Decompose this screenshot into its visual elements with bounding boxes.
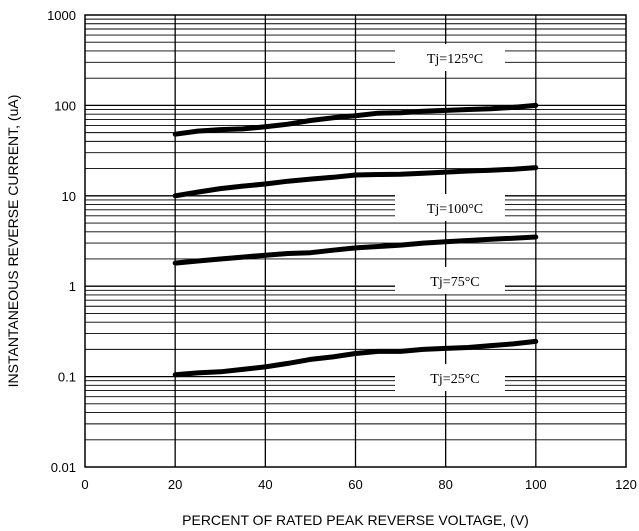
y-tick-label: 100 [54, 98, 76, 113]
x-tick-labels: 0 20 40 60 80 100 120 [81, 477, 636, 492]
series-line [172, 234, 539, 266]
series-label-box [395, 267, 505, 294]
series-label: Tj=25°C [430, 372, 479, 387]
grid [85, 15, 626, 467]
series-line [172, 338, 539, 378]
y-tick-label: 1000 [47, 8, 76, 23]
series-lines [172, 102, 539, 378]
x-tick-label: 40 [258, 477, 272, 492]
series-label-box [395, 194, 505, 221]
x-tick-label: 20 [168, 477, 182, 492]
x-axis-title: PERCENT OF RATED PEAK REVERSE VOLTAGE, (… [182, 512, 529, 528]
series-label-box [395, 44, 505, 71]
y-tick-label: 1 [69, 279, 76, 294]
series-label: Tj=100°C [427, 202, 483, 217]
y-axis-title: INSTANTANEOUS REVERSE CURRENT, (uA) [5, 95, 21, 388]
series-line [172, 165, 539, 199]
x-tick-label: 120 [615, 477, 637, 492]
series-label: Tj=75°C [430, 275, 479, 290]
y-tick-label: 0.1 [58, 370, 76, 385]
series-labels: Tj=125°C Tj=100°C Tj=75°C Tj=25°C [427, 52, 483, 387]
x-tick-label: 0 [81, 477, 88, 492]
y-tick-labels: 0.01 0.1 1 10 100 1000 [47, 8, 76, 475]
series-label: Tj=125°C [427, 52, 483, 67]
y-tick-label: 10 [62, 189, 76, 204]
x-tick-label: 80 [438, 477, 452, 492]
x-tick-label: 60 [348, 477, 362, 492]
series-label-boxes [395, 44, 505, 391]
plot-frame [84, 14, 627, 468]
series-line [172, 102, 539, 137]
x-tick-label: 100 [525, 477, 547, 492]
series-label-box [395, 364, 505, 391]
y-tick-label: 0.01 [51, 460, 76, 475]
